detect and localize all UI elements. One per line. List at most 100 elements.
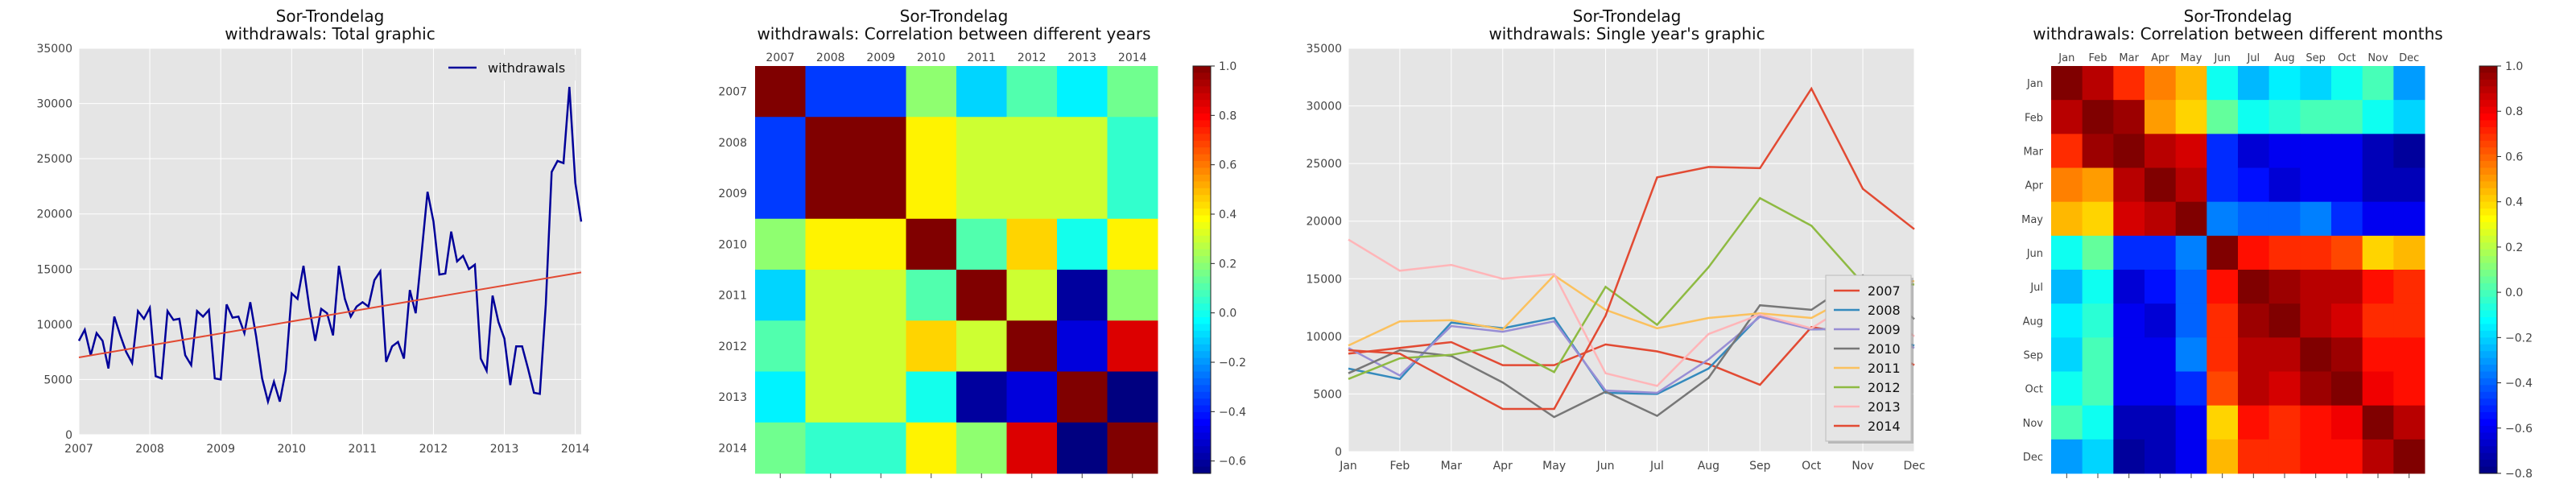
chart4-x-tick-label: Jul [2246,52,2260,64]
chart2-colorbar-band [1193,446,1211,454]
chart3-x-tick-label: May [1542,460,1566,473]
chart-year-correlation: Sor-Trondelag withdrawals: Correlation b… [718,6,1246,478]
chart1-trend-line [78,271,582,358]
chart3-x-tick-label: Jun [1596,460,1615,473]
chart4-cell [2175,303,2207,338]
chart2-cell [1107,117,1158,168]
chart4-colorbar-label: 0.8 [2505,105,2523,118]
chart4-cell [2393,167,2425,203]
chart4-cell [2300,439,2332,474]
chart4-cell [2362,167,2394,203]
chart2-colorbar-label: 0.2 [1219,258,1236,270]
chart2-colorbar-label: 0.4 [1219,208,1236,221]
chart1-background [79,48,581,435]
chart2-colorbar-band [1193,126,1211,134]
chart2-colorbar-band [1193,371,1211,379]
chart4-cell [2082,439,2114,474]
chart4-cell [2362,371,2394,407]
chart4-colorbar-band [2479,344,2497,352]
chart4-y-tick-label: Sep [2023,349,2043,361]
chart4-colorbar-band [2479,188,2497,196]
chart4-cell [2175,235,2207,270]
chart3-y-tick-label: 10000 [1306,331,1342,344]
chart2-colorbar-band [1193,114,1211,122]
chart4-y-tick-label: Nov [2023,418,2044,430]
chart2-colorbar-band [1193,147,1211,155]
chart3-legend: 2007 2008 2009 2010 2011 2012 2013 2014 [1825,275,1913,444]
chart3-series-2011 [1348,274,1915,347]
chart4-y-tick-label: Mar [2023,146,2043,158]
chart1-plot-area: 0 5000 10000 15000 20000 25000 30000 35000 2007 2… [36,43,589,456]
chart4-colorbar-band [2479,201,2497,209]
chart4-cell [2145,235,2177,270]
chart4-colorbar-band [2479,405,2497,413]
chart4-y-tick-label: Jul [2029,282,2043,294]
chart4-colorbar-band [2479,310,2497,318]
chart4-y-tick-label: Jun [2026,248,2043,260]
chart3-x-tick-label: Apr [1493,460,1513,473]
chart4-cell [2207,439,2239,474]
chart2-cell [1006,422,1058,474]
chart3-y-tick-label: 35000 [1306,43,1342,56]
chart4-cell [2238,134,2270,168]
chart4-cell [2268,371,2301,407]
chart2-cell [805,270,857,321]
chart2-colorbar: 1.0 0.8 0.6 0.4 0.2 0.0 −0.2 −0.4 −0.6 [1192,60,1246,474]
chart4-colorbar-band [2479,378,2497,386]
chart4-cell [2268,439,2301,474]
chart2-colorbar-band [1193,466,1211,474]
chart4-cell [2082,235,2114,270]
chart4-cell [2051,337,2083,372]
chart4-cell [2238,405,2270,440]
chart4-colorbar-band [2479,100,2497,108]
chart4-colorbar-band [2479,425,2497,433]
chart2-y-tick-label: 2007 [718,86,747,99]
chart4-cell [2331,270,2363,304]
chart2-colorbar-band [1193,460,1211,468]
chart4-y-tick-label: Feb [2025,112,2043,124]
chart4-cell [2145,303,2177,338]
chart4-cell [2113,100,2145,134]
chart3-plot-area: 0 5000 10000 15000 20000 25000 30000 35000 Jan Fe… [1306,43,1925,473]
chart3-legend-label: 2011 [1868,361,1901,376]
chart1-y-tick-label: 15000 [36,263,72,276]
chart4-cell [2145,439,2177,474]
chart1-legend-label: withdrawals [488,60,565,76]
chart1-y-tick-label: 0 [65,429,72,442]
chart3-legend-label: 2007 [1868,283,1901,299]
chart3-x-tick-label: Mar [1441,460,1463,473]
chart4-cell [2300,100,2332,134]
chart4-cell [2051,405,2083,440]
chart4-cell [2268,270,2301,304]
chart4-cell [2268,134,2301,168]
chart4-cell [2238,167,2270,203]
chart2-colorbar-band [1193,161,1211,169]
chart4-cell [2145,66,2177,101]
chart1-y-tick-label: 25000 [36,153,72,166]
chart2-cell [1006,117,1058,168]
chart4-colorbar-band [2479,154,2497,162]
chart4-cell [2082,337,2114,372]
chart4-colorbar-label: −0.4 [2505,378,2533,390]
chart4-colorbar-band [2479,72,2497,80]
chart4-colorbar-label: −0.2 [2505,332,2533,345]
chart3-y-tick-label: 25000 [1306,158,1342,171]
chart4-cell [2331,303,2363,338]
chart4-x-tick-label: Sep [2306,52,2326,64]
chart2-colorbar-band [1193,79,1211,87]
chart2-colorbar-band [1193,378,1211,386]
chart1-y-tick-label: 35000 [36,43,72,56]
chart4-colorbar-band [2479,167,2497,175]
chart2-cell [1006,66,1058,118]
chart1-y-tick-label: 20000 [36,208,72,221]
chart2-colorbar-frame [1192,65,1212,474]
chart2-x-tick-label: 2008 [816,52,845,64]
chart3-series-2009 [1348,316,1915,394]
chart4-cell [2393,100,2425,134]
chart2-colorbar-band [1193,391,1211,399]
chart3-legend-label: 2012 [1868,380,1901,395]
chart4-cell [2051,134,2083,168]
chart2-y-tick-label: 2009 [718,188,747,200]
chart4-cell [2175,66,2207,101]
